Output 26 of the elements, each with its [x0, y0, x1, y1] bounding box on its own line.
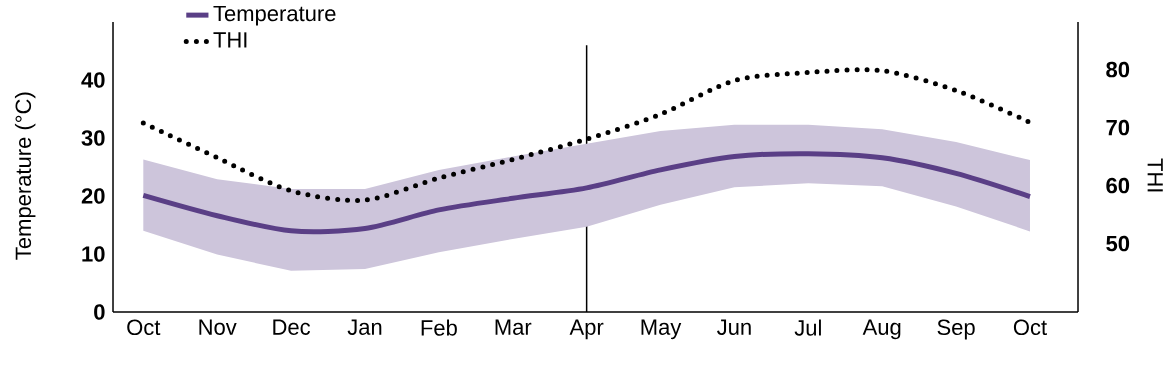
x-tick-label: Sep — [937, 319, 975, 340]
x-tick-label: May — [641, 319, 682, 340]
x-tick-label: Mar — [495, 319, 532, 335]
legend-label: Temperature — [213, 5, 336, 26]
x-tick-label: Aug — [862, 319, 901, 340]
x-tick-label: Jul — [794, 319, 821, 336]
x-tick-label: Oct — [127, 319, 161, 336]
legend-label: THI — [213, 32, 247, 48]
x-tick-label: Jun — [717, 319, 751, 335]
x-tick-label: Apr — [569, 319, 604, 340]
y-tick-label: 10 — [82, 246, 105, 262]
y-tick-label: 20 — [81, 188, 105, 204]
y-tick-label: 30 — [81, 130, 105, 146]
x-tick-label: Nov — [199, 319, 237, 335]
y-axis-title: Temperature (°C) — [14, 92, 36, 260]
y2-tick-label: 60 — [1106, 177, 1130, 194]
y-tick-label: 40 — [81, 72, 105, 88]
x-tick-label: Jan — [347, 319, 382, 335]
y2-tick-label: 70 — [1106, 119, 1130, 136]
y2-tick-label: 80 — [1106, 61, 1130, 78]
y2-tick-label: 50 — [1106, 235, 1130, 252]
y-tick-label: 0 — [94, 304, 105, 320]
x-tick-label: Dec — [273, 319, 311, 335]
x-tick-label: Feb — [421, 319, 457, 336]
x-tick-label: Oct — [1013, 319, 1047, 336]
y2-axis-title: THI — [1147, 158, 1163, 192]
